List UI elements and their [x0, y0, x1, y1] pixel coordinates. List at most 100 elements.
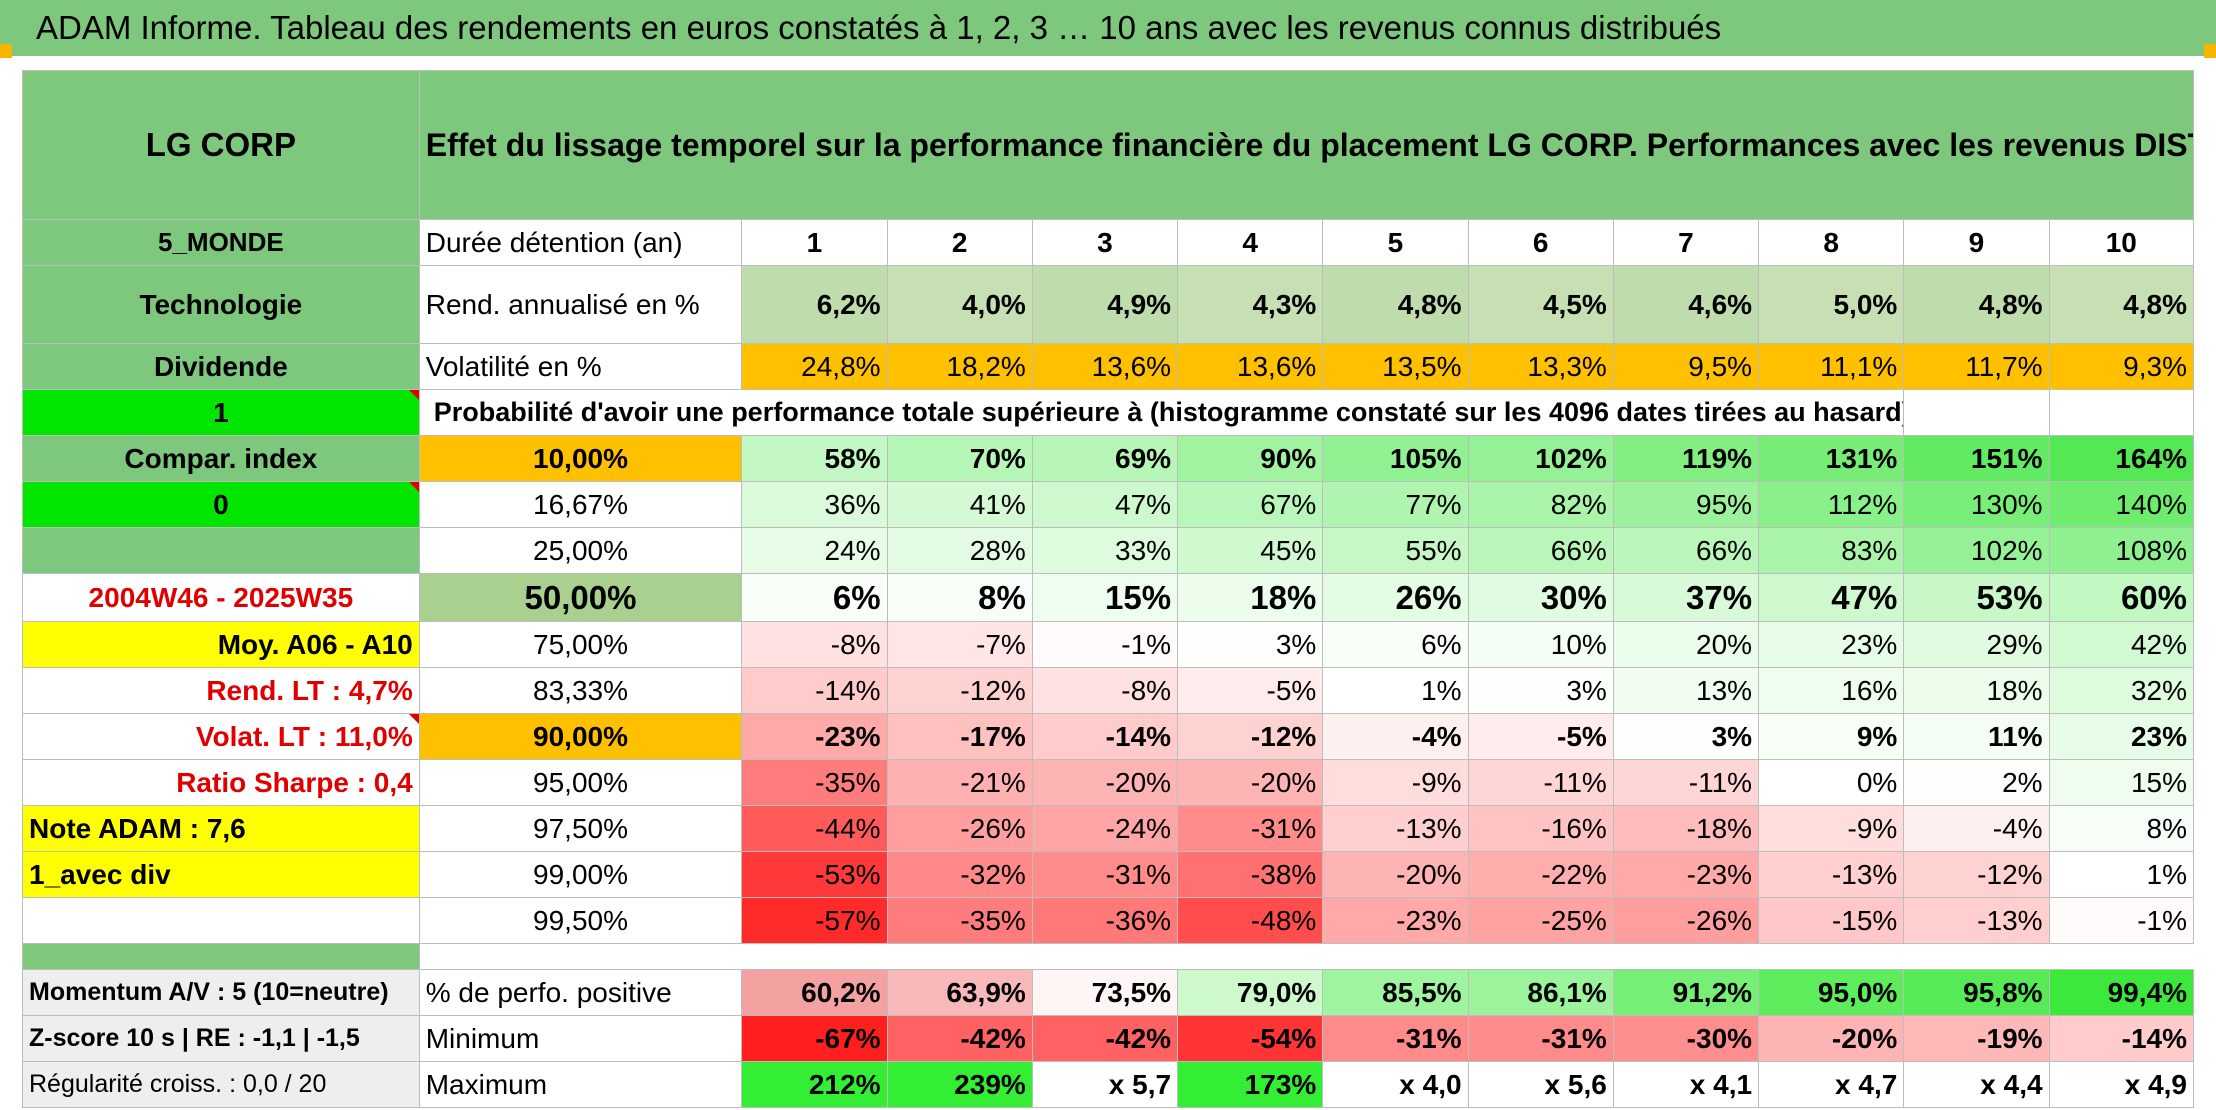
quantile-value: -53%: [741, 851, 888, 898]
quantile-value: -14%: [741, 667, 888, 714]
quantile-value: 45%: [1177, 527, 1324, 574]
quantile-value: -20%: [1177, 759, 1324, 806]
quantile-value: 6%: [741, 573, 888, 622]
annual-return-value: 4,8%: [1903, 265, 2050, 344]
quantile-value: -23%: [1612, 851, 1760, 898]
positive-share-value: 79,0%: [1177, 969, 1324, 1016]
maximum-value: 212%: [741, 1061, 888, 1108]
positive-share-value: 95,0%: [1758, 969, 1905, 1016]
side-blank: [22, 527, 420, 574]
quantile-value: 1%: [2048, 851, 2195, 898]
report-title: ADAM Informe. Tableau des rendements en …: [0, 0, 2216, 56]
annual-return-value: 6,2%: [741, 265, 888, 344]
quantile-value: 90%: [1177, 435, 1324, 482]
volatility-value: 18,2%: [886, 343, 1033, 390]
duration-label: Durée détention (an): [418, 219, 743, 266]
minimum-row: Z-score 10 s | RE : -1,1 | -1,5 Minimum -6…: [22, 1015, 2195, 1062]
quantile-value: 69%: [1031, 435, 1179, 482]
quantile-value: 95%: [1612, 481, 1760, 528]
side-flag0: 0: [22, 481, 420, 528]
quantile-value: 30%: [1467, 573, 1614, 622]
quantile-value: 66%: [1467, 527, 1614, 574]
minimum-value: -42%: [886, 1015, 1033, 1062]
quantile-row: 25,00% 24% 28% 33% 45% 55% 66% 66% 83% 102% 108%: [22, 527, 2195, 574]
quantile-value: -17%: [886, 713, 1033, 760]
quantile-value: -25%: [1467, 897, 1614, 944]
positive-share-value: 95,8%: [1903, 969, 2050, 1016]
quantile-value: 8%: [2048, 805, 2195, 852]
quantile-value: -12%: [1903, 851, 2050, 898]
quantile-value: -57%: [741, 897, 888, 944]
positive-share-value: 91,2%: [1612, 969, 1760, 1016]
quantile-value: 24%: [741, 527, 888, 574]
quantile-value: -5%: [1467, 713, 1614, 760]
quantile-row: Note ADAM : 7,6 97,50% -44% -26% -24% -31% -13…: [22, 805, 2195, 852]
zscore-label: Z-score 10 s | RE : -1,1 | -1,5: [22, 1015, 420, 1062]
separator-side: [22, 943, 420, 970]
maximum-value: x 4,4: [1903, 1061, 2050, 1108]
minimum-value: -54%: [1177, 1015, 1324, 1062]
annual-return-value: 4,3%: [1177, 265, 1324, 344]
minimum-value: -19%: [1903, 1015, 2050, 1062]
quantile-value: -31%: [1177, 805, 1324, 852]
quantile-value: 60%: [2048, 573, 2195, 622]
maximum-value: 239%: [886, 1061, 1033, 1108]
quantile-row: 0 16,67% 36% 41% 47% 67% 77% 82% 95% 112% 130% 140%: [22, 481, 2195, 528]
quantile-value: -1%: [2048, 897, 2195, 944]
maximum-label: Maximum: [418, 1061, 743, 1108]
zone-label: 5_MONDE: [22, 219, 420, 266]
minimum-label: Minimum: [418, 1015, 743, 1062]
quantile-value: -16%: [1467, 805, 1614, 852]
side-note: Note ADAM : 7,6: [22, 805, 420, 852]
quantile-value: 83%: [1758, 527, 1905, 574]
quantile-row: Ratio Sharpe : 0,4 95,00% -35% -21% -20% -20%…: [22, 759, 2195, 806]
quantile-value: 29%: [1903, 621, 2050, 668]
volatility-value: 9,5%: [1612, 343, 1760, 390]
quantile-value: 11%: [1903, 713, 2050, 760]
quantile-label: 97,50%: [418, 805, 743, 852]
quantile-value: 140%: [2048, 481, 2195, 528]
quantile-value: -4%: [1322, 713, 1469, 760]
type-label: Dividende: [22, 343, 420, 390]
quantile-value: 105%: [1322, 435, 1469, 482]
quantile-value: 67%: [1177, 481, 1324, 528]
quantile-value: 151%: [1903, 435, 2050, 482]
quantile-value: 18%: [1903, 667, 2050, 714]
quantile-value: -12%: [1177, 713, 1324, 760]
quantile-value: -31%: [1031, 851, 1179, 898]
duration-year: 8: [1758, 219, 1905, 266]
quantile-value: -4%: [1903, 805, 2050, 852]
quantile-value: -48%: [1177, 897, 1324, 944]
volatility-value: 11,1%: [1758, 343, 1905, 390]
minimum-value: -30%: [1612, 1015, 1760, 1062]
quantile-label: 90,00%: [418, 713, 743, 760]
quantile-value: 130%: [1903, 481, 2050, 528]
quantile-row: 99,50% -57% -35% -36% -48% -23% -25% -26% -15% -1…: [22, 897, 2195, 944]
quantile-value: 1%: [1322, 667, 1469, 714]
corner-mark-left: [0, 44, 12, 58]
sector-label: Technologie: [22, 265, 420, 344]
volatility-value: 9,3%: [2048, 343, 2195, 390]
quantile-value: -13%: [1903, 897, 2050, 944]
quantile-value: -8%: [741, 621, 888, 668]
performance-table: LG CORP Effet du lissage temporel sur la…: [22, 70, 2195, 1108]
quantile-value: 20%: [1612, 621, 1760, 668]
quantile-value: 28%: [886, 527, 1033, 574]
quantile-value: -23%: [1322, 897, 1469, 944]
quantile-label: 95,00%: [418, 759, 743, 806]
quantile-value: 18%: [1177, 573, 1324, 622]
momentum-label: Momentum A/V : 5 (10=neutre): [22, 969, 420, 1016]
maximum-value: x 5,7: [1031, 1061, 1179, 1108]
quantile-value: 10%: [1467, 621, 1614, 668]
annual-return-value: 4,6%: [1612, 265, 1760, 344]
minimum-value: -67%: [741, 1015, 888, 1062]
quantile-value: 102%: [1467, 435, 1614, 482]
quantile-value: 102%: [1903, 527, 2050, 574]
maximum-value: x 4,0: [1322, 1061, 1469, 1108]
quantile-label: 83,33%: [418, 667, 743, 714]
duration-year: 5: [1322, 219, 1469, 266]
quantile-value: -21%: [886, 759, 1033, 806]
quantile-value: 119%: [1612, 435, 1760, 482]
positive-share-value: 73,5%: [1031, 969, 1179, 1016]
side-blank: [22, 897, 420, 944]
